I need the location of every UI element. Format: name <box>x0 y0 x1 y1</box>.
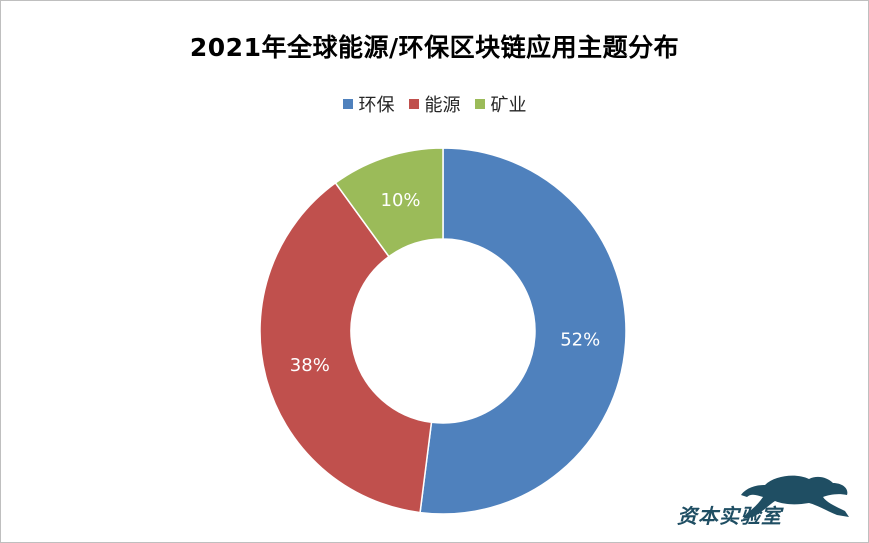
panther-icon <box>741 475 849 519</box>
slice-label-environment: 52% <box>560 330 600 351</box>
slice-label-energy: 38% <box>290 355 330 376</box>
legend-swatch-environment <box>342 99 353 109</box>
legend-swatch-energy <box>408 99 419 109</box>
chart-legend: 环保 能源 矿业 <box>0 91 869 117</box>
legend-label-mining: 矿业 <box>490 95 527 116</box>
watermark-text: 资本实验室 <box>677 504 782 528</box>
donut-slices <box>259 147 627 515</box>
legend-item-mining: 矿业 <box>474 91 527 117</box>
chart-title: 2021年全球能源/环保区块链应用主题分布 <box>189 33 680 62</box>
legend-item-energy: 能源 <box>408 91 461 117</box>
donut-slice-environment <box>419 147 627 515</box>
legend-label-energy: 能源 <box>424 95 461 116</box>
legend-label-environment: 环保 <box>358 95 395 116</box>
slice-label-mining: 10% <box>381 190 421 211</box>
donut-slice-energy <box>259 181 433 514</box>
donut-labels: 52% 38% 10% <box>290 190 600 376</box>
legend-item-environment: 环保 <box>342 91 395 117</box>
watermark-logo: 资本实验室 <box>677 471 857 533</box>
donut-slice-mining <box>334 147 444 258</box>
legend-swatch-mining <box>474 99 485 109</box>
